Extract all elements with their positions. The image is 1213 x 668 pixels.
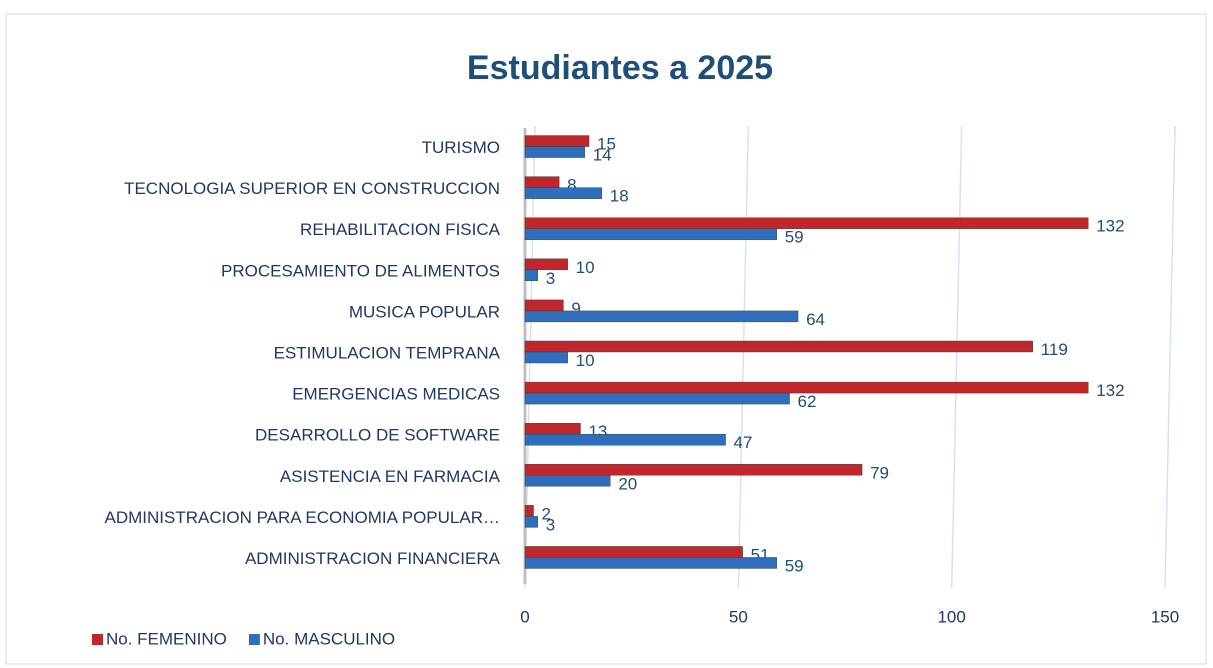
x-tick-label: 150 <box>1151 607 1179 626</box>
bar <box>524 505 534 517</box>
data-label: 64 <box>806 310 825 329</box>
data-label: 119 <box>1041 340 1068 359</box>
bar <box>524 299 564 312</box>
data-label: 59 <box>785 228 804 247</box>
data-label: 79 <box>870 463 889 482</box>
y-tick-label: DESARROLLO DE SOFTWARE <box>255 426 500 445</box>
bar <box>524 228 777 240</box>
bar <box>524 516 539 528</box>
bar <box>524 351 568 364</box>
bar <box>524 433 726 446</box>
data-label: 3 <box>546 515 555 534</box>
bar <box>524 464 863 476</box>
data-label: 47 <box>734 433 753 452</box>
bar <box>524 258 568 271</box>
grid-line <box>1164 125 1176 589</box>
data-label: 9 <box>571 299 580 318</box>
data-label: 18 <box>610 187 629 206</box>
bar <box>524 546 743 558</box>
data-label: 62 <box>798 392 817 411</box>
data-label: 14 <box>593 146 612 165</box>
chart-title: Estudiantes a 2025 <box>467 49 773 87</box>
legend-label: No. MASCULINO <box>263 629 395 648</box>
bar <box>524 146 585 158</box>
y-tick-label: ADMINISTRACION PARA ECONOMIA POPULAR… <box>105 508 500 527</box>
bar <box>524 392 790 405</box>
data-label: 20 <box>618 474 637 493</box>
grid-line <box>737 125 750 589</box>
x-tick-label: 0 <box>520 607 529 626</box>
data-label: 10 <box>576 258 595 277</box>
data-label: 3 <box>546 269 555 288</box>
y-tick-label: REHABILITACION FISICA <box>300 220 501 239</box>
bar <box>524 217 1089 229</box>
bar <box>524 187 603 199</box>
y-tick-label: MUSICA POPULAR <box>349 302 500 321</box>
y-tick-label: PROCESAMIENTO DE ALIMENTOS <box>221 261 500 280</box>
y-tick-label: ESTIMULACION TEMPRANA <box>274 343 501 362</box>
y-tick-label: TURISMO <box>422 138 500 157</box>
bar <box>524 135 590 147</box>
bar <box>524 557 777 569</box>
y-tick-label: TECNOLOGIA SUPERIOR EN CONSTRUCCION <box>124 179 500 198</box>
data-label: 59 <box>785 556 804 575</box>
grid-line <box>950 125 963 589</box>
data-label: 132 <box>1096 381 1124 400</box>
bar <box>524 269 539 282</box>
data-label: 15 <box>597 135 616 154</box>
x-tick-label: 50 <box>729 607 748 626</box>
bar <box>524 310 799 323</box>
y-tick-label: EMERGENCIAS MEDICAS <box>292 385 500 404</box>
data-label: 8 <box>567 176 576 195</box>
legend-label: No. FEMENINO <box>106 629 227 648</box>
bar <box>524 340 1033 353</box>
y-tick-label: ASISTENCIA EN FARMACIA <box>280 467 501 486</box>
data-label: 2 <box>542 504 551 523</box>
bar <box>524 475 611 487</box>
y-tick-label: ADMINISTRACION FINANCIERA <box>245 549 501 568</box>
x-tick-label: 100 <box>937 607 965 626</box>
bar <box>524 381 1089 394</box>
legend-swatch <box>92 634 103 645</box>
bar <box>524 176 560 188</box>
legend-swatch <box>248 634 260 645</box>
data-label: 132 <box>1096 217 1124 236</box>
bar <box>524 422 581 435</box>
data-label: 10 <box>576 351 595 370</box>
